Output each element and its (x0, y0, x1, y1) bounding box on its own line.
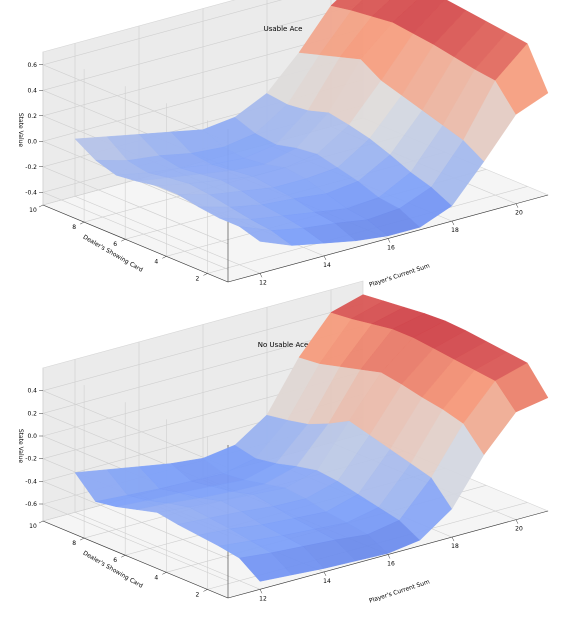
x-tick (259, 589, 263, 594)
x-tick (387, 238, 391, 243)
plot-usable-ace: Usable Ace Player's Current Sum Dealer's… (17, 0, 549, 289)
y-tick (121, 554, 126, 558)
y-tick-label: 6 (113, 241, 117, 248)
x-tick-label: 12 (259, 595, 267, 602)
x-tick (387, 554, 391, 559)
x-axis-label: Player's Current Sum (368, 262, 430, 288)
x-tick-label: 18 (451, 227, 459, 234)
x-tick-label: 12 (259, 279, 267, 286)
x-tick-label: 14 (323, 262, 331, 269)
surface-facet (495, 362, 549, 413)
y-tick (162, 256, 167, 259)
y-tick-label: 4 (154, 258, 158, 265)
y-axis-line (42, 520, 229, 599)
x-tick (515, 203, 519, 208)
x-tick (323, 255, 327, 261)
z-axis-label: State Value (17, 429, 24, 464)
z-tick-label: 0.2 (27, 113, 37, 120)
z-tick-label: -0.2 (25, 456, 37, 463)
tick-labels: 12 14 16 18 20 2 4 6 8 10 -0.4 -0.2 0.0 0.2 0.4 0.6 (25, 62, 523, 287)
z-tick-label: -0.2 (25, 164, 37, 171)
y-tick (38, 204, 44, 208)
x-tick-label: 14 (323, 578, 331, 585)
surface-facet (330, 0, 363, 11)
x-tick-label: 18 (451, 543, 459, 550)
surface (74, 0, 549, 246)
x-tick (259, 273, 263, 278)
x-tick (451, 536, 455, 542)
y-tick (162, 572, 167, 575)
x-tick-label: 20 (515, 210, 523, 217)
z-tick-label: 0.0 (27, 138, 37, 145)
z-tick-label: 0.0 (27, 433, 37, 440)
tick-labels: 12 14 16 18 20 2 4 6 8 10 -0.6 -0.4 -0.2 0.0 0.2 0.4 (25, 388, 523, 603)
plot-title: Usable Ace (264, 25, 303, 33)
y-axis-line (42, 204, 229, 283)
x-tick (323, 571, 327, 577)
x-tick (515, 519, 519, 524)
z-tick-label: 0.4 (27, 87, 37, 94)
y-tick-label: 10 (29, 207, 37, 214)
y-tick (121, 238, 126, 242)
z-tick-label: 0.6 (27, 62, 37, 69)
z-tick-label: -0.4 (25, 478, 37, 485)
surface-facet (495, 43, 549, 115)
surface-facet (351, 0, 391, 17)
z-tick-label: 0.4 (27, 388, 37, 395)
x-tick-label: 16 (387, 245, 395, 252)
plot-title: No Usable Ace (258, 341, 309, 349)
z-tick-label: 0.2 (27, 410, 37, 417)
y-tick (203, 589, 208, 592)
x-tick (451, 220, 455, 226)
x-tick-label: 16 (387, 561, 395, 568)
plot-no-usable-ace: No Usable Ace Player's Current Sum Deale… (17, 280, 549, 605)
y-tick-label: 2 (196, 591, 200, 598)
y-tick-label: 2 (196, 275, 200, 282)
y-tick (203, 273, 208, 276)
y-tick (79, 221, 85, 225)
y-tick-label: 10 (29, 523, 37, 530)
x-tick-label: 20 (515, 526, 523, 533)
z-tick-label: -0.4 (25, 189, 37, 196)
x-axis-label: Player's Current Sum (368, 578, 430, 604)
surface (74, 294, 549, 582)
y-tick (38, 520, 44, 524)
y-tick-label: 8 (72, 224, 76, 231)
y-tick-label: 6 (113, 557, 117, 564)
y-tick (79, 537, 85, 541)
y-tick-label: 8 (72, 540, 76, 547)
z-axis-label: State Value (17, 113, 24, 148)
z-tick-label: -0.6 (25, 501, 37, 508)
y-tick-label: 4 (154, 574, 158, 581)
